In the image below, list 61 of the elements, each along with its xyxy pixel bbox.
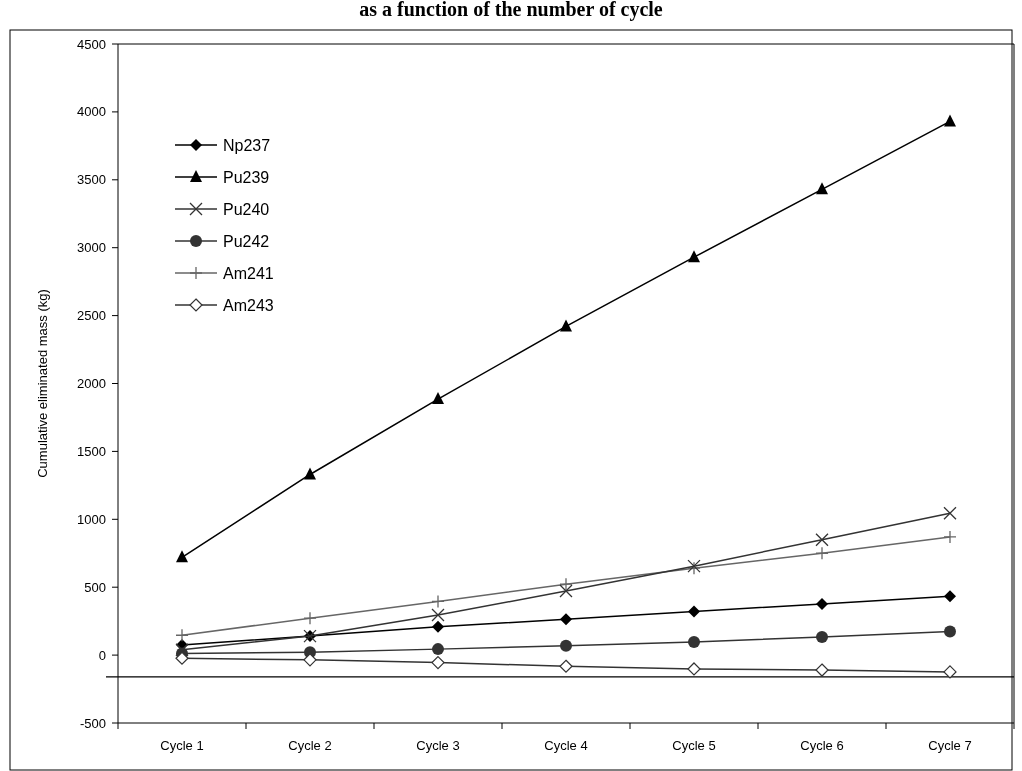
point	[432, 620, 444, 633]
point	[303, 653, 317, 667]
point	[688, 635, 700, 648]
y-tick-label: 0	[98, 647, 106, 663]
legend-label: Np237	[223, 136, 271, 154]
y-tick-label: 2500	[77, 308, 106, 324]
point	[560, 319, 572, 332]
y-tick-label: 4000	[77, 104, 106, 120]
point	[559, 577, 573, 591]
legend-label: Pu240	[223, 200, 270, 218]
x-tick-label: Cycle 6	[800, 738, 844, 753]
point	[431, 608, 445, 622]
point	[431, 655, 445, 670]
point	[559, 584, 573, 598]
legend-label: Pu239	[223, 168, 270, 186]
point	[175, 651, 189, 665]
y-tick-label: 1500	[77, 443, 106, 459]
point	[432, 643, 444, 656]
legend-label: Am241	[223, 264, 274, 282]
point	[816, 630, 828, 643]
point	[304, 467, 316, 480]
point	[432, 392, 444, 405]
y-tick-label: 3000	[77, 240, 106, 256]
point	[816, 182, 828, 195]
y-tick-label: 1000	[77, 511, 106, 527]
point	[303, 611, 317, 625]
point	[431, 594, 445, 609]
point	[560, 613, 572, 626]
x-tick-label: Cycle 7	[928, 738, 972, 753]
point	[815, 546, 829, 560]
point	[815, 663, 829, 677]
point	[944, 625, 956, 638]
y-tick-label: 2000	[77, 376, 106, 392]
point	[688, 605, 700, 618]
x-tick-label: Cycle 3	[416, 738, 460, 753]
y-tick-label: 4500	[77, 36, 106, 52]
legend-label: Pu242	[223, 232, 270, 250]
chart-title: as a function of the number of cycle	[359, 0, 663, 21]
legend-label: Am243	[223, 296, 274, 314]
x-tick-label: Cycle 5	[672, 738, 716, 753]
point	[175, 643, 189, 657]
point	[687, 662, 701, 676]
y-tick-label: 500	[84, 579, 106, 595]
x-tick-label: Cycle 2	[288, 738, 332, 753]
point	[559, 659, 573, 673]
y-tick-label: 3500	[77, 172, 106, 188]
point	[688, 250, 700, 263]
point	[944, 114, 956, 127]
point	[943, 530, 957, 544]
y-axis-title: Cumulative eliminated mass (kg)	[35, 289, 50, 478]
point	[943, 506, 957, 520]
x-tick-label: Cycle 4	[544, 738, 588, 753]
point	[176, 550, 188, 563]
point	[175, 628, 189, 642]
point	[944, 590, 956, 603]
point	[815, 533, 829, 547]
point	[560, 639, 572, 652]
y-tick-label: -500	[79, 715, 106, 731]
point	[816, 597, 828, 610]
x-tick-label: Cycle 1	[160, 738, 204, 753]
point	[943, 665, 957, 679]
